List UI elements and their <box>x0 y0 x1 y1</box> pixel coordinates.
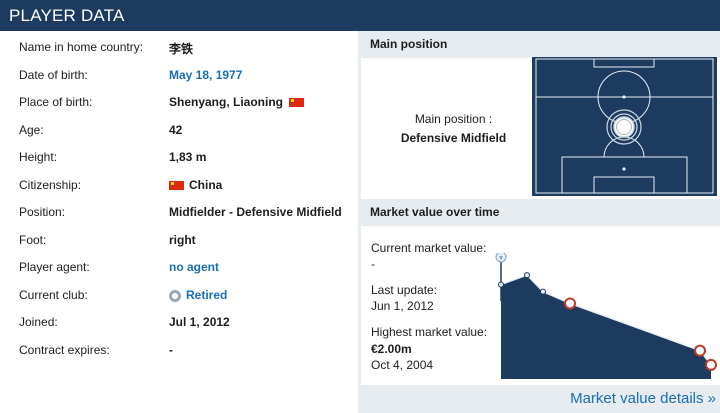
club-badge-icon <box>495 253 507 263</box>
market-value-details-link[interactable]: Market value details » <box>570 390 716 407</box>
current-value: - <box>371 257 375 271</box>
china-flag-icon <box>289 98 305 108</box>
row-height: Height: 1,83 m <box>0 144 358 171</box>
row-value: Shenyang, Liaoning <box>169 95 307 109</box>
row-value: Midfielder - Defensive Midfield <box>169 205 342 219</box>
row-dob: Date of birth: May 18, 1977 <box>0 62 358 89</box>
row-joined: Joined: Jul 1, 2012 <box>0 309 358 336</box>
row-label: Age: <box>19 123 44 137</box>
row-label: Contract expires: <box>19 343 110 357</box>
last-update-label: Last update: <box>371 283 438 297</box>
club-link[interactable]: Retired <box>169 288 227 302</box>
current-value-label: Current market value: <box>371 241 487 255</box>
china-flag-icon <box>169 181 184 191</box>
row-label: Name in home country: <box>19 40 144 54</box>
market-value-chart <box>495 253 717 379</box>
main-position-value: Defensive Midfield <box>400 131 507 145</box>
highest-value-date: Oct 4, 2004 <box>371 358 434 372</box>
section-title: Main position <box>370 37 448 51</box>
column-divider <box>358 31 361 413</box>
main-position-label: Main position : <box>414 112 493 126</box>
row-label: Position: <box>19 205 66 219</box>
club-crest-icon <box>169 289 181 302</box>
chart-point[interactable] <box>540 288 546 295</box>
row-label: Place of birth: <box>19 95 93 109</box>
chart-club-marker[interactable] <box>694 344 706 357</box>
market-value-footer: Market value details » <box>361 385 720 413</box>
row-pob: Place of birth: Shenyang, Liaoning <box>0 89 358 116</box>
chart-point[interactable] <box>498 281 504 288</box>
row-contract: Contract expires: - <box>0 337 358 364</box>
main-position-header: Main position <box>361 31 720 58</box>
row-citizenship: Citizenship: China <box>0 172 358 199</box>
section-title: Market value over time <box>370 205 500 219</box>
row-club: Current club: Retired <box>0 282 358 309</box>
market-value-header: Market value over time <box>361 199 720 226</box>
row-label: Current club: <box>19 288 88 302</box>
row-value: China <box>169 178 222 192</box>
page-title: PLAYER DATA <box>9 6 125 25</box>
row-label: Date of birth: <box>19 68 88 82</box>
row-label: Foot: <box>19 233 47 247</box>
pitch-diagram <box>532 57 717 196</box>
row-value: right <box>169 233 196 247</box>
row-label: Citizenship: <box>19 178 82 192</box>
row-label: Joined: <box>19 315 58 329</box>
citizenship-text: China <box>189 178 223 192</box>
row-label: Height: <box>19 150 58 164</box>
row-foot: Foot: right <box>0 227 358 254</box>
row-age: Age: 42 <box>0 117 358 144</box>
row-position: Position: Midfielder - Defensive Midfiel… <box>0 199 358 226</box>
header-bar: PLAYER DATA <box>0 0 720 31</box>
row-label: Player agent: <box>19 260 90 274</box>
position-marker-icon <box>606 109 642 145</box>
player-data-panel: Name in home country: 李铁 Date of birth: … <box>0 31 358 413</box>
row-value: Jul 1, 2012 <box>169 315 230 329</box>
chart-club-marker[interactable] <box>564 297 576 310</box>
row-value: 42 <box>169 123 183 137</box>
agent-link[interactable]: no agent <box>169 260 219 274</box>
row-name-home: Name in home country: 李铁 <box>0 34 358 61</box>
club-text: Retired <box>186 288 228 302</box>
row-agent: Player agent: no agent <box>0 254 358 281</box>
row-value: 1,83 m <box>169 150 207 164</box>
chart-area <box>501 275 711 379</box>
chart-point[interactable] <box>524 272 530 279</box>
row-value: - <box>169 343 173 357</box>
chart-club-marker[interactable] <box>705 358 717 371</box>
highest-value: €2.00m <box>371 342 412 356</box>
dob-link[interactable]: May 18, 1977 <box>169 68 243 82</box>
pob-text: Shenyang, Liaoning <box>169 95 284 109</box>
row-value: 李铁 <box>169 42 194 56</box>
last-update-value: Jun 1, 2012 <box>371 299 434 313</box>
side-panel: Main position Main position : Defensive … <box>361 31 720 413</box>
highest-value-label: Highest market value: <box>371 325 488 339</box>
